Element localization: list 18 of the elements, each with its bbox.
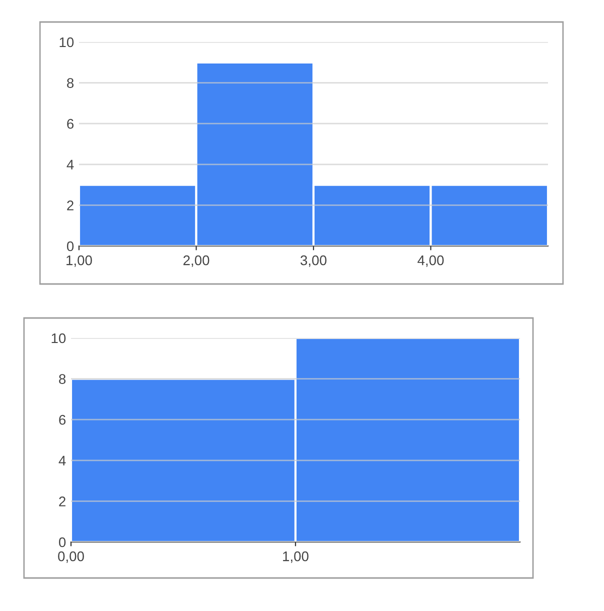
y-tick-label: 4 [58, 456, 66, 466]
x-tick-label: 0,00 [58, 551, 84, 563]
y-tick-label: 6 [67, 118, 74, 129]
x-tick-label: 3,00 [300, 255, 326, 267]
x-tick-label: 2,00 [183, 255, 210, 267]
y-tick-label: 4 [66, 160, 74, 170]
y-tick-label: 0 [66, 241, 74, 252]
y-tick-label: 10 [60, 37, 74, 48]
y-tick-label: 10 [52, 333, 66, 344]
x-tick-label: 4,00 [418, 255, 444, 267]
y-tick-label: 6 [59, 414, 66, 425]
y-tick-label: 8 [59, 374, 66, 384]
y-tick-label: 2 [59, 496, 66, 506]
y-tick-label: 8 [67, 78, 74, 88]
y-tick-label: 2 [67, 200, 74, 210]
x-tick-label: 1,00 [66, 255, 92, 267]
x-tick-label: 1,00 [283, 551, 308, 563]
y-tick-label: 0 [58, 537, 66, 548]
